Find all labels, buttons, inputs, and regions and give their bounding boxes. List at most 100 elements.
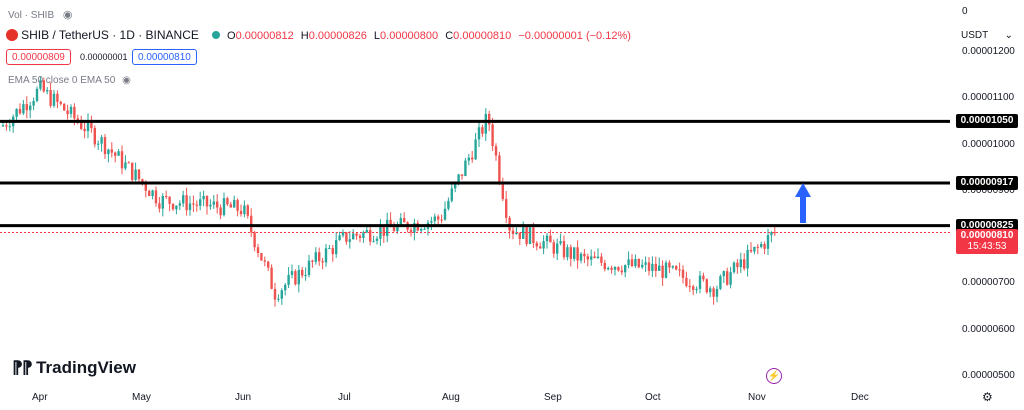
candle-body [90,121,93,129]
candle-body [301,269,304,276]
candle-body [460,174,464,176]
candle-body [86,121,90,132]
candle-body [542,241,545,249]
candle-body [603,262,606,270]
candle-body [29,105,32,111]
level-price-tag: 0.00001050 [956,114,1018,129]
candle-body [32,101,35,106]
candle-body [110,149,113,153]
candle-body [559,241,562,244]
eye-icon[interactable]: ◉ [62,9,73,21]
candle-body [80,122,83,129]
candle-body [481,127,484,134]
candle-body [556,243,559,254]
candle-body [328,248,331,250]
candle-body [515,232,518,234]
candle-body [443,208,447,220]
candle-body [8,126,11,128]
candle-body [22,104,25,114]
candle-body [596,256,600,259]
candle-body [352,233,355,240]
gear-icon[interactable]: ⚙ [982,390,993,404]
candle-body [766,235,770,249]
candle-body [675,266,678,270]
high-label: H [300,30,309,42]
time-axis-month: Sep [544,392,562,403]
candle-body [661,265,664,278]
candle-body [267,261,270,268]
candle-body [505,199,508,218]
candle-body [382,227,385,236]
candle-body [341,232,345,236]
chevron-down-icon: ⌄ [1004,30,1013,41]
price-axis-top-value: 0 [962,6,968,17]
candle-body [685,277,688,286]
time-axis-month: May [132,392,151,403]
candle-body [365,230,368,233]
candle-body [253,232,256,248]
candle-body [314,252,317,262]
volume-indicator-label: Vol · SHIB ◉ [8,8,73,21]
candle-body [182,195,185,204]
candle-body [46,90,49,92]
buy-price-button[interactable]: 0.00000810 [132,49,197,65]
candle-body [437,216,440,220]
ema-label: EMA 50 close 0 EMA 50 [8,75,116,86]
candle-body [141,179,144,183]
candle-body [165,196,168,198]
candle-body [284,284,287,291]
candle-body [773,232,776,234]
candle-body [114,152,117,156]
candle-body [311,260,314,262]
candle-body [144,182,147,191]
candle-body [732,262,736,273]
symbol-title[interactable]: SHIB / TetherUS · 1D · BINANCE [21,28,199,42]
candle-body [712,288,715,297]
candle-body [488,113,491,125]
candle-body [450,188,453,201]
candle-body [69,106,73,115]
candle-body [103,137,107,155]
tradingview-logo[interactable]: ⁋⁋ TradingView [12,358,136,378]
up-arrow-icon [795,183,811,223]
candle-body [63,103,66,111]
sell-price-button[interactable]: 0.00000809 [6,49,71,65]
candle-body [236,199,239,211]
horizontal-levels [0,119,950,228]
candle-body [756,246,759,248]
candle-body [39,80,42,89]
currency-selector[interactable]: USDT ⌄ [953,28,1017,44]
candle-body [600,256,603,263]
candle-body [664,262,668,278]
candle-body [607,267,610,270]
candle-body [749,249,753,252]
countdown-timer: 15:43:53 [967,240,1007,252]
candle-body [746,249,749,269]
candle-body [770,232,773,236]
candle-body [148,190,151,197]
candle-body [722,271,725,277]
candle-body [522,226,525,239]
lightning-icon[interactable]: ⚡ [766,368,782,384]
eye-icon[interactable]: ◉ [122,75,131,86]
candle-body [743,259,746,269]
candle-body [246,205,249,216]
candle-body [763,244,766,249]
candle-body [545,235,549,242]
candle-body [185,195,188,211]
candle-body [494,146,498,156]
candle-body [705,279,708,293]
candle-body [49,90,52,106]
candle-body [484,113,487,134]
candle-body [457,174,460,183]
candle-body [658,265,661,271]
symbol-legend: SHIB / TetherUS · 1D · BINANCE O0.000008… [6,28,631,42]
candle-body [205,195,209,207]
time-axis-month: Oct [645,392,661,403]
candle-body [413,223,416,233]
candle-body [760,244,763,247]
candle-body [273,288,277,300]
tv-logo-icon: ⁋⁋ [12,358,33,377]
time-axis-month: Jun [235,392,252,403]
